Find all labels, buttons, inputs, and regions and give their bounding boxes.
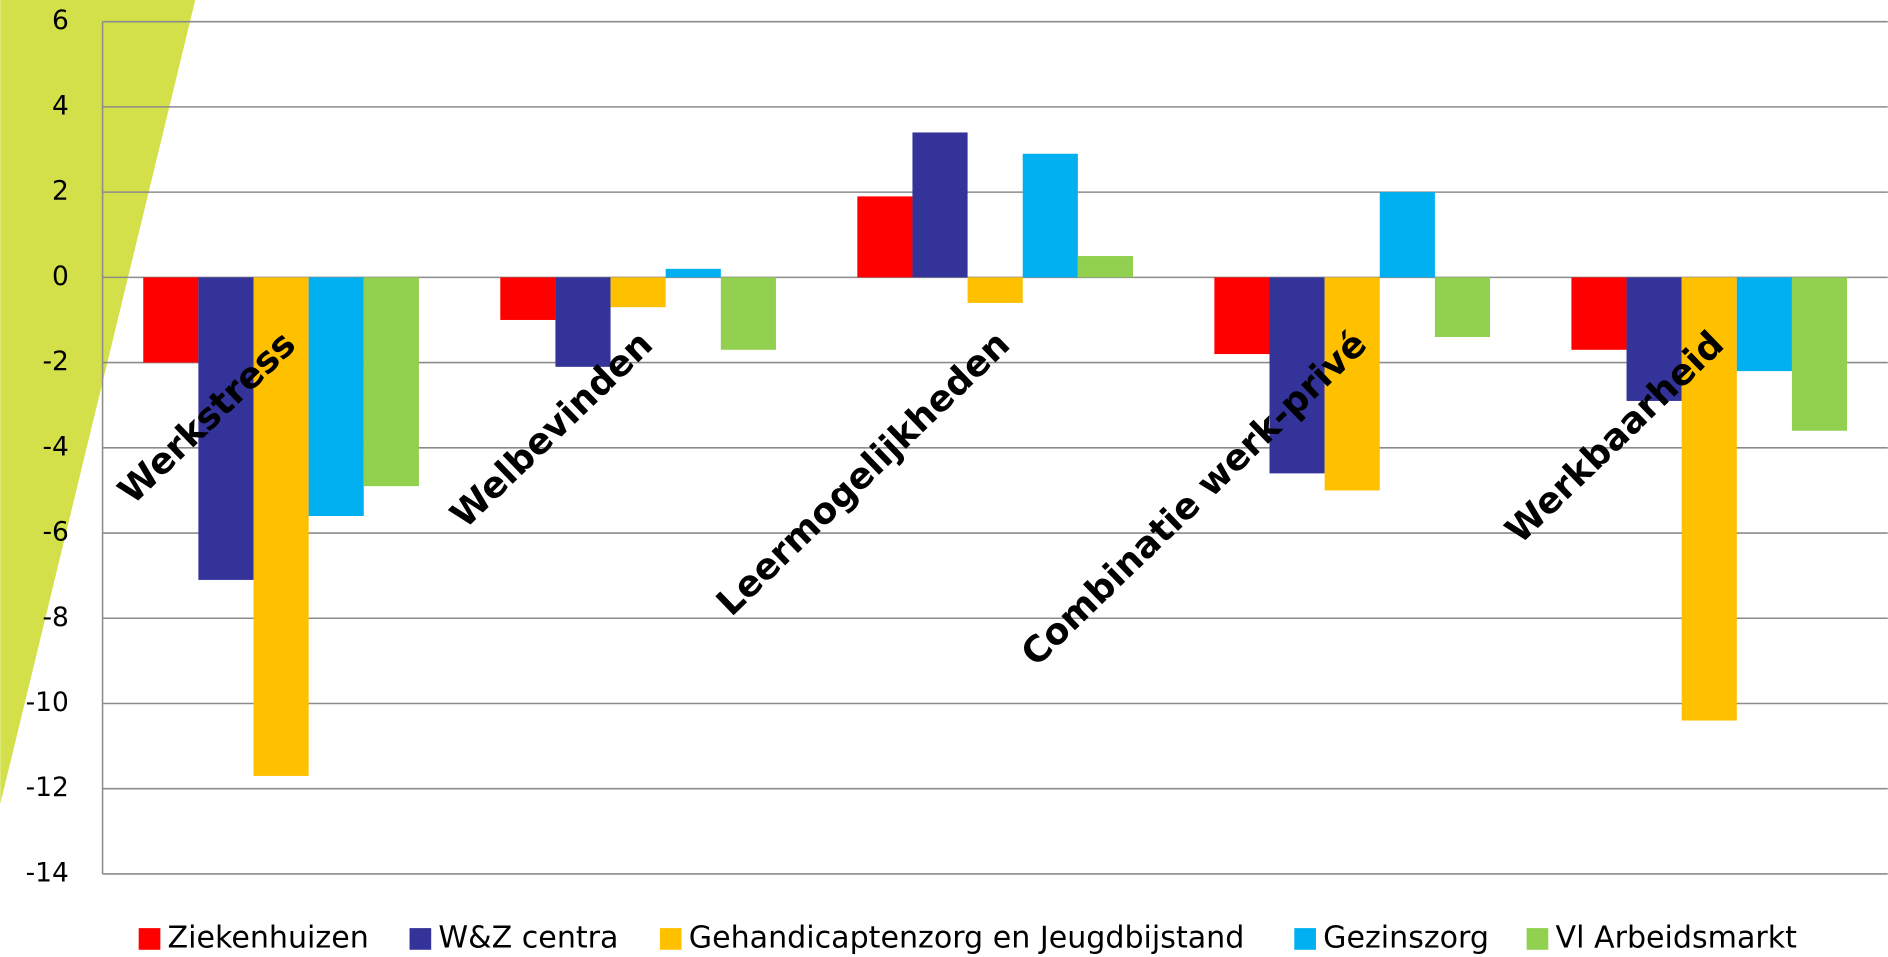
bar <box>1434 277 1491 338</box>
legend-swatch <box>1526 928 1549 950</box>
x-tick-label: Leermogelijkheden <box>708 322 1018 624</box>
bar <box>253 277 309 776</box>
y-tick-label: -4 <box>42 431 68 462</box>
bar <box>500 277 556 320</box>
bar <box>1269 277 1325 474</box>
bar <box>1077 256 1133 278</box>
bar <box>1736 277 1792 372</box>
bar <box>1379 192 1435 278</box>
legend-swatch <box>138 928 161 950</box>
y-tick-label: -2 <box>42 346 68 377</box>
bar <box>1681 277 1737 721</box>
legend-label: W&Z centra <box>438 920 618 955</box>
y-tick-label: 6 <box>52 5 69 36</box>
bar <box>665 268 721 278</box>
x-tick-label: Welbevinden <box>442 322 661 536</box>
bar <box>1022 153 1078 278</box>
y-tick-label: 4 <box>52 90 69 121</box>
bar <box>610 277 666 308</box>
legend-swatch <box>1294 928 1316 950</box>
legend-label: Gehandicaptenzorg en Jeugdbijstand <box>689 920 1245 955</box>
y-tick-label: -14 <box>26 857 69 888</box>
y-tick-label: 2 <box>52 176 69 207</box>
decoration <box>0 0 196 805</box>
bar <box>555 277 611 367</box>
legend-label: Vl Arbeidsmarkt <box>1556 920 1798 955</box>
bar <box>857 196 913 278</box>
legend-label: Ziekenhuizen <box>168 920 369 955</box>
bar <box>1571 277 1627 350</box>
bar <box>912 132 968 278</box>
bar <box>1324 277 1380 491</box>
y-tick-label: -12 <box>26 772 69 803</box>
y-tick-label: -10 <box>26 687 69 718</box>
legend-swatch <box>409 928 432 950</box>
y-tick-label: -6 <box>42 517 68 548</box>
legend-swatch <box>659 928 682 950</box>
x-tick-label: Combinatie werk-privé <box>1012 322 1375 674</box>
y-tick-label: -8 <box>42 602 68 633</box>
bar <box>363 277 419 487</box>
bar <box>1214 277 1270 355</box>
bar <box>143 277 199 363</box>
bar <box>1626 277 1682 401</box>
bar <box>308 277 364 516</box>
bar <box>1791 277 1848 431</box>
bar <box>198 277 254 580</box>
bar <box>720 277 776 350</box>
legend-label: Gezinszorg <box>1323 920 1489 955</box>
bar <box>967 277 1023 303</box>
y-tick-label: 0 <box>52 261 69 292</box>
